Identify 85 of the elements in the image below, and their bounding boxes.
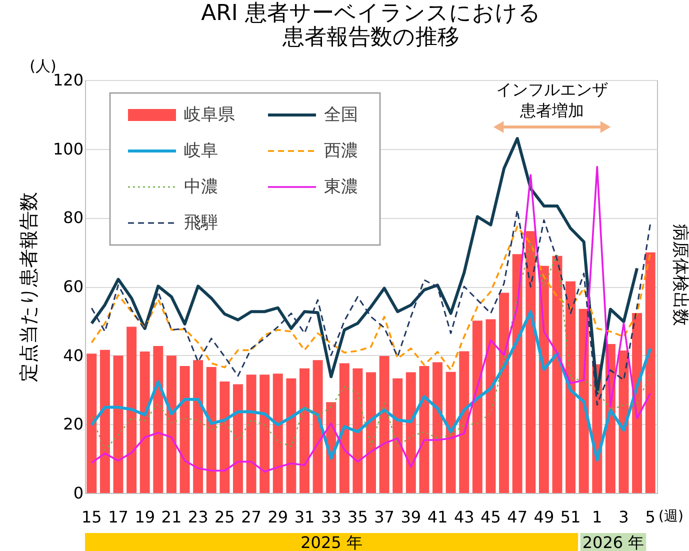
bar — [86, 354, 97, 493]
legend-label: 岐阜県 — [184, 105, 235, 125]
x-tick-label: 23 — [188, 508, 208, 526]
bar — [339, 363, 350, 493]
x-tick-label: 25 — [214, 508, 235, 526]
bar — [392, 378, 403, 493]
bar — [246, 374, 256, 493]
x-tick-label: 49 — [534, 508, 554, 526]
bar — [153, 346, 164, 493]
x-tick-label: 39 — [400, 508, 422, 526]
bar — [272, 374, 283, 493]
bar — [113, 356, 124, 493]
line-series — [91, 242, 651, 451]
bar — [312, 360, 323, 493]
bar — [552, 256, 562, 493]
bar — [180, 366, 190, 493]
x-tick-label: 1 — [592, 508, 602, 526]
bar — [140, 352, 150, 493]
bar — [406, 372, 416, 493]
x-tick-label: 41 — [427, 508, 448, 526]
x-tick-label: 17 — [108, 508, 128, 526]
bar — [166, 356, 176, 493]
bar — [206, 367, 216, 493]
bar — [352, 368, 363, 493]
y-tick-label: 20 — [63, 414, 84, 434]
bar — [566, 281, 576, 493]
x-tick-label: 19 — [134, 508, 156, 526]
bar — [126, 326, 137, 493]
x-tick-label: 5 — [645, 508, 656, 526]
x-tick-label: 3 — [618, 508, 629, 526]
legend-label: 全国 — [324, 105, 358, 125]
text: 病原体検出数 — [670, 224, 689, 326]
bar — [512, 254, 522, 493]
x-tick-label: 45 — [480, 508, 501, 526]
bar — [526, 231, 536, 493]
annotation: 患者増加 — [519, 101, 584, 120]
bar — [286, 378, 296, 493]
y-tick-label: 100 — [52, 139, 84, 158]
x-tick-label: 29 — [268, 508, 288, 526]
legend-label: 西濃 — [324, 141, 358, 161]
bar — [260, 374, 270, 493]
bar — [232, 384, 243, 493]
bar — [446, 372, 456, 493]
y-tick-label: 0 — [73, 484, 84, 502]
y-tick-label: 40 — [63, 346, 84, 365]
x-tick-label: 51 — [560, 508, 581, 526]
bar — [419, 366, 430, 493]
x-tick-label: 47 — [507, 508, 528, 526]
bar — [486, 319, 496, 493]
bar — [459, 351, 470, 493]
y-axis-title: 定点当たり患者報告数 — [18, 192, 40, 382]
x-tick-label: 15 — [81, 508, 102, 526]
x-tick-label: 31 — [294, 508, 315, 526]
legend-label: 飛騨 — [184, 213, 218, 233]
chart-title: ARI 患者サーベイランスにおける — [201, 1, 541, 26]
legend-label: 中濃 — [184, 177, 218, 197]
bar — [432, 362, 442, 493]
x-axis-title: (週) — [658, 508, 684, 524]
bar — [645, 252, 656, 493]
text: 2026 年 — [582, 533, 644, 551]
bar — [379, 356, 390, 493]
x-tick-label: 35 — [348, 508, 368, 526]
x-tick-label: 43 — [454, 508, 474, 526]
bar — [300, 368, 310, 493]
line-series — [90, 137, 639, 395]
x-tick-label: 33 — [320, 508, 342, 526]
x-tick-label: 37 — [374, 508, 394, 526]
bar — [220, 381, 230, 493]
legend-label: 東濃 — [324, 177, 358, 197]
bar — [100, 350, 110, 493]
bar — [472, 320, 482, 493]
x-tick-label: 21 — [161, 508, 182, 526]
line-series — [90, 166, 652, 473]
bar — [193, 360, 204, 493]
y-tick-label: 60 — [63, 277, 84, 296]
line-series — [90, 310, 652, 462]
text: 2025 年 — [300, 533, 362, 551]
annotation: インフルエンザ — [496, 80, 608, 99]
line-series — [90, 209, 652, 406]
y-tick-label: 80 — [63, 208, 84, 228]
chart-subtitle: 患者報告数の推移 — [282, 25, 460, 50]
x-tick-label: 27 — [241, 508, 262, 526]
legend-label: 岐阜 — [184, 141, 218, 161]
bar — [366, 372, 376, 493]
bar — [499, 292, 510, 493]
